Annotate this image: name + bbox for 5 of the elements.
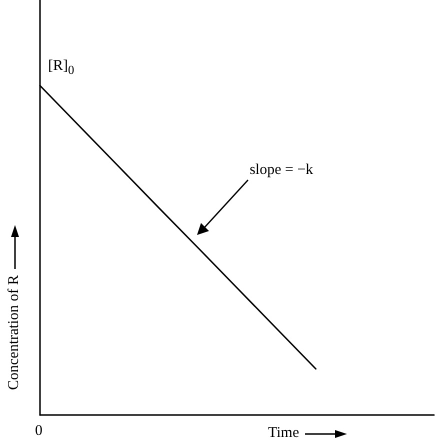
x-axis-title: Time — [268, 425, 300, 441]
text: 0 — [35, 423, 42, 440]
annotation: slope = −k — [250, 162, 314, 179]
text: [R]$_{0}$ — [48, 58, 74, 78]
y-axis-title: Concentration of R — [6, 275, 22, 390]
